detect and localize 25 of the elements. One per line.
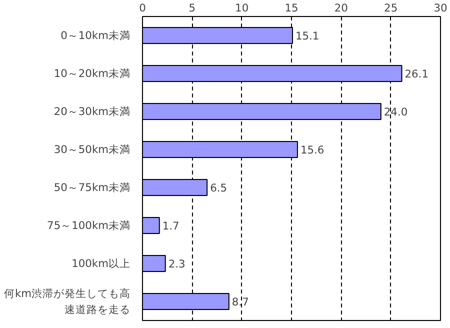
data-label: 1.7 bbox=[162, 220, 180, 232]
y-tick-label: 75～100km未満 bbox=[47, 219, 130, 232]
x-tick-label: 10 bbox=[235, 2, 249, 14]
x-tick-label: 30 bbox=[434, 2, 448, 14]
bar bbox=[142, 217, 160, 234]
y-tick-label: 20～30km未満 bbox=[54, 105, 130, 118]
x-tick-label: 5 bbox=[188, 2, 196, 14]
data-label: 8.7 bbox=[232, 296, 249, 308]
x-tick-label: 25 bbox=[384, 2, 398, 14]
x-tick-label: 15 bbox=[284, 2, 298, 14]
bar bbox=[142, 255, 166, 272]
x-tick-label: 0 bbox=[139, 2, 146, 14]
y-tick-label: 0～10km未満 bbox=[60, 29, 131, 42]
y-tick-label: 30～50km未満 bbox=[54, 143, 130, 156]
data-label: 6.5 bbox=[210, 182, 228, 194]
y-tick-label: 100km以上 bbox=[72, 257, 131, 270]
y-tick-label: 50～75km未満 bbox=[54, 181, 130, 194]
data-label: 24.0 bbox=[384, 106, 408, 118]
data-label: 2.3 bbox=[168, 258, 186, 270]
y-tick-label: 何km渋滞が発生しても高速道路を走る bbox=[4, 287, 131, 316]
data-label: 26.1 bbox=[404, 68, 428, 80]
x-tick-label: 20 bbox=[334, 2, 348, 14]
data-label: 15.6 bbox=[300, 144, 324, 156]
data-label: 15.1 bbox=[295, 30, 320, 42]
y-tick-label: 10～20km未満 bbox=[54, 67, 130, 80]
